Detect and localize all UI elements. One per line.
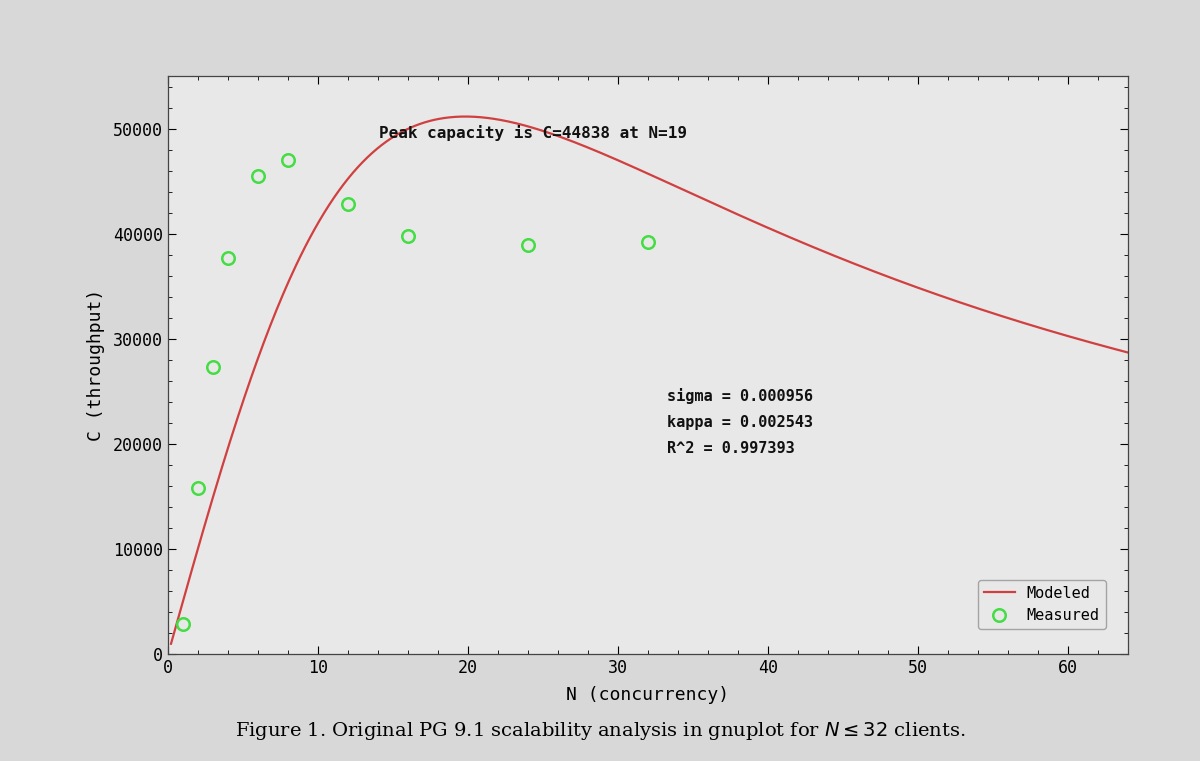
Text: sigma = 0.000956
kappa = 0.002543
R^2 = 0.997393: sigma = 0.000956 kappa = 0.002543 R^2 = … — [667, 388, 814, 456]
Legend: Modeled, Measured: Modeled, Measured — [978, 580, 1106, 629]
X-axis label: N (concurrency): N (concurrency) — [566, 686, 730, 704]
Y-axis label: C (throughput): C (throughput) — [86, 289, 104, 441]
Text: Peak capacity is C=44838 at N=19: Peak capacity is C=44838 at N=19 — [379, 126, 688, 142]
Text: Figure 1. Original PG 9.1 scalability analysis in gnuplot for $N \leq 32$ client: Figure 1. Original PG 9.1 scalability an… — [235, 720, 965, 742]
